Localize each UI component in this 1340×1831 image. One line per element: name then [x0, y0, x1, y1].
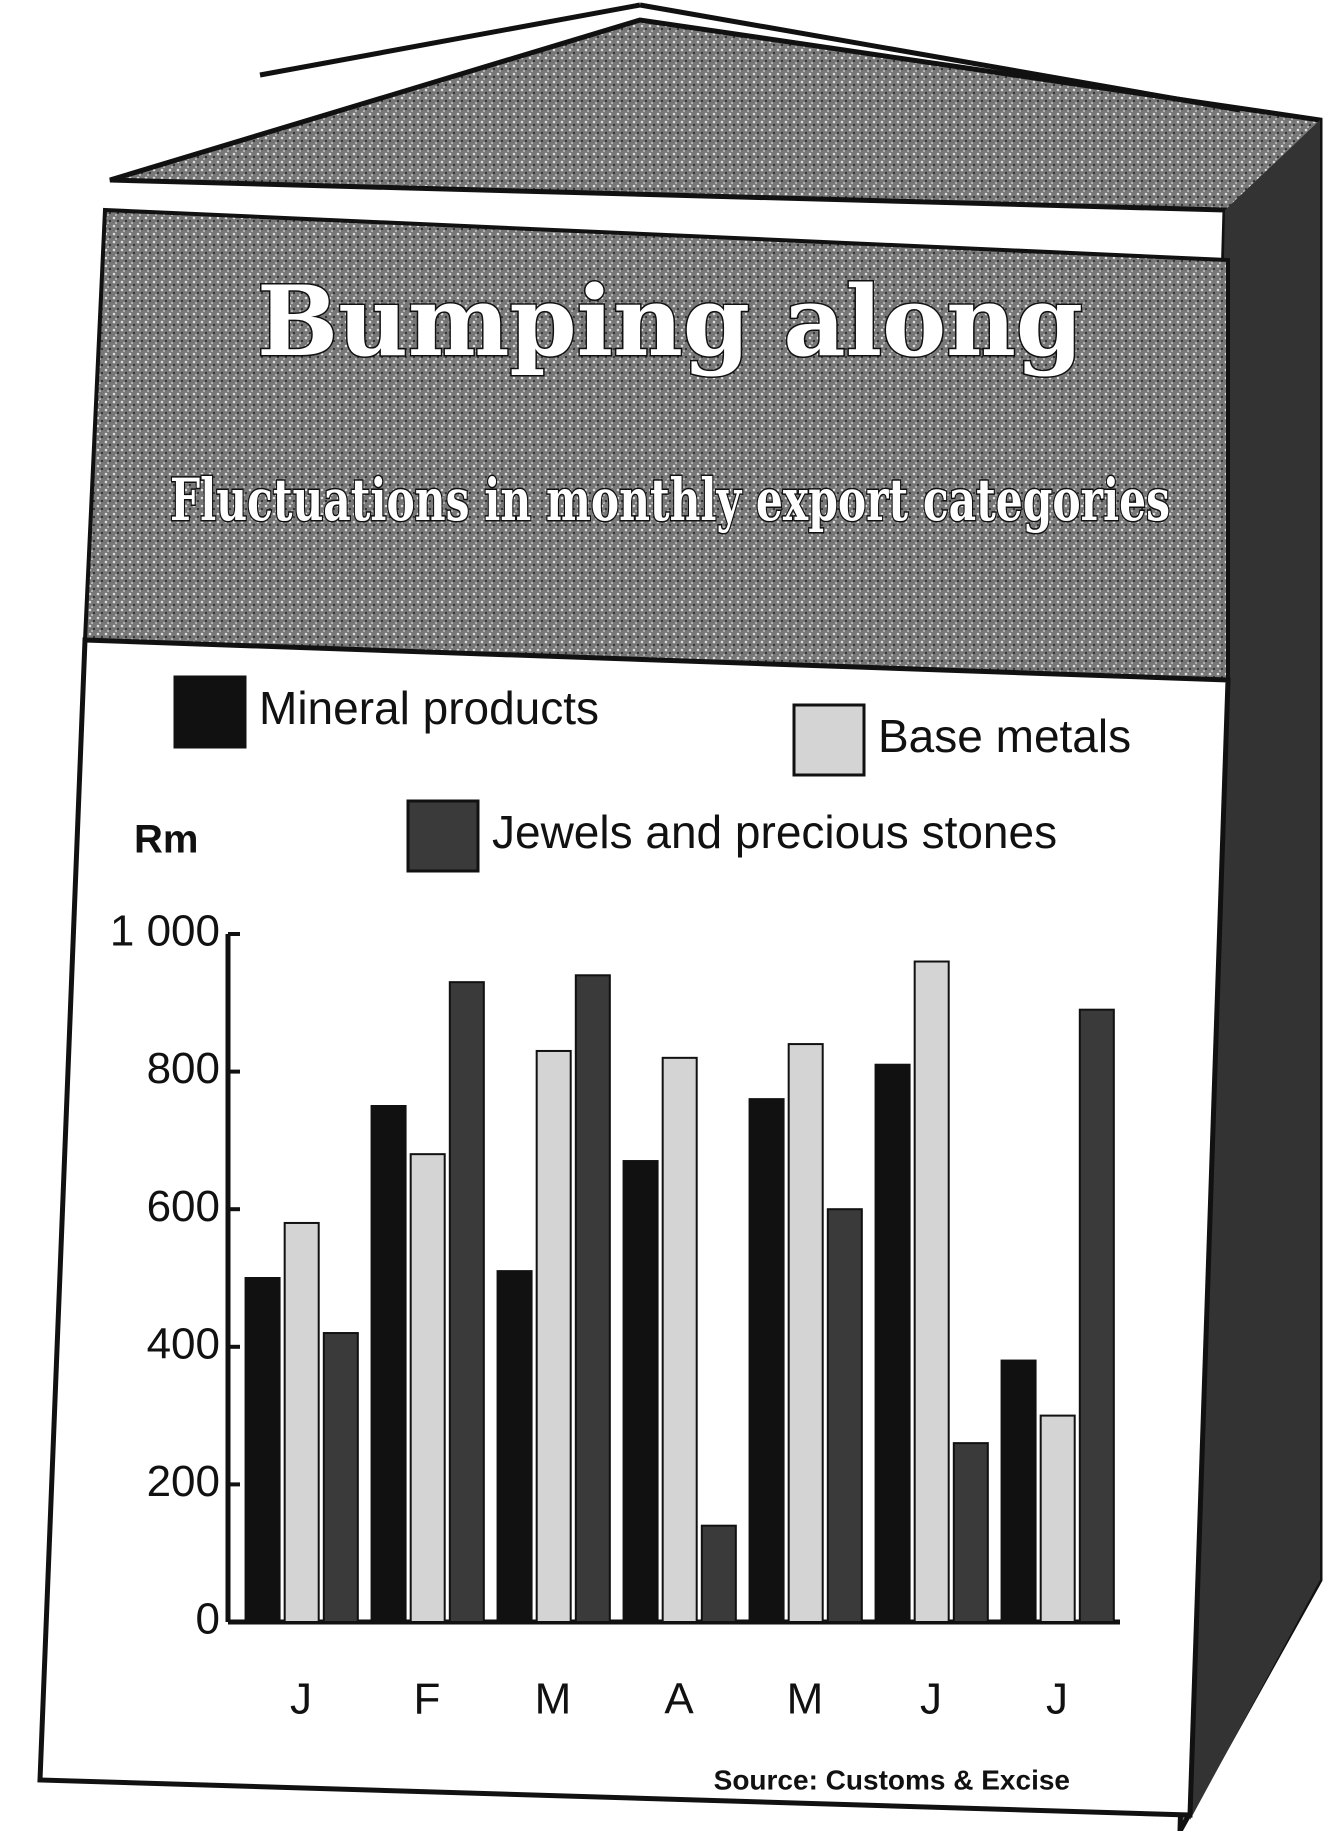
bar: [876, 1065, 910, 1622]
bar: [1041, 1416, 1075, 1622]
bar: [624, 1161, 658, 1622]
bar: [498, 1271, 532, 1622]
bar: [450, 982, 484, 1622]
chart-title: Bumping along: [257, 265, 1083, 378]
x-tick-label: J: [1046, 1675, 1068, 1724]
y-axis-label: Rm: [134, 818, 198, 862]
x-tick-label: J: [290, 1675, 312, 1724]
y-tick-label: 1 000: [110, 907, 220, 956]
bar: [1080, 1010, 1114, 1622]
legend-swatch: [794, 705, 864, 775]
bar: [954, 1443, 988, 1622]
x-tick-label: A: [664, 1675, 694, 1724]
legend-swatch: [408, 801, 478, 871]
legend-label: Base metals: [878, 710, 1131, 762]
y-tick-label: 400: [147, 1319, 220, 1368]
x-tick-label: M: [535, 1675, 572, 1724]
bar: [246, 1278, 280, 1622]
bar: [285, 1223, 319, 1622]
legend-swatch: [175, 677, 245, 747]
bar: [828, 1209, 862, 1622]
x-tick-label: M: [787, 1675, 824, 1724]
x-tick-label: J: [920, 1675, 942, 1724]
bar: [537, 1051, 571, 1622]
bar: [1002, 1361, 1036, 1622]
bar: [789, 1044, 823, 1622]
page: Bumping along Fluctuations in monthly ex…: [0, 0, 1340, 1831]
x-tick-label: F: [414, 1675, 441, 1724]
bar: [411, 1154, 445, 1622]
bar: [372, 1106, 406, 1622]
bar: [663, 1058, 697, 1622]
y-tick-label: 600: [147, 1182, 220, 1231]
legend-label: Mineral products: [259, 682, 599, 734]
bar: [915, 962, 949, 1622]
chart: Bumping along Fluctuations in monthly ex…: [0, 0, 1340, 1831]
bar: [576, 975, 610, 1622]
y-tick-label: 800: [147, 1044, 220, 1093]
bar: [702, 1526, 736, 1622]
chart-subtitle: Fluctuations in monthly export categorie…: [170, 466, 1170, 534]
y-tick-label: 200: [147, 1457, 220, 1506]
bar: [750, 1099, 784, 1622]
y-tick-label: 0: [196, 1595, 220, 1644]
legend-label: Jewels and precious stones: [492, 806, 1057, 858]
source: Source: Customs & Excise: [714, 1764, 1070, 1795]
bar: [324, 1333, 358, 1622]
